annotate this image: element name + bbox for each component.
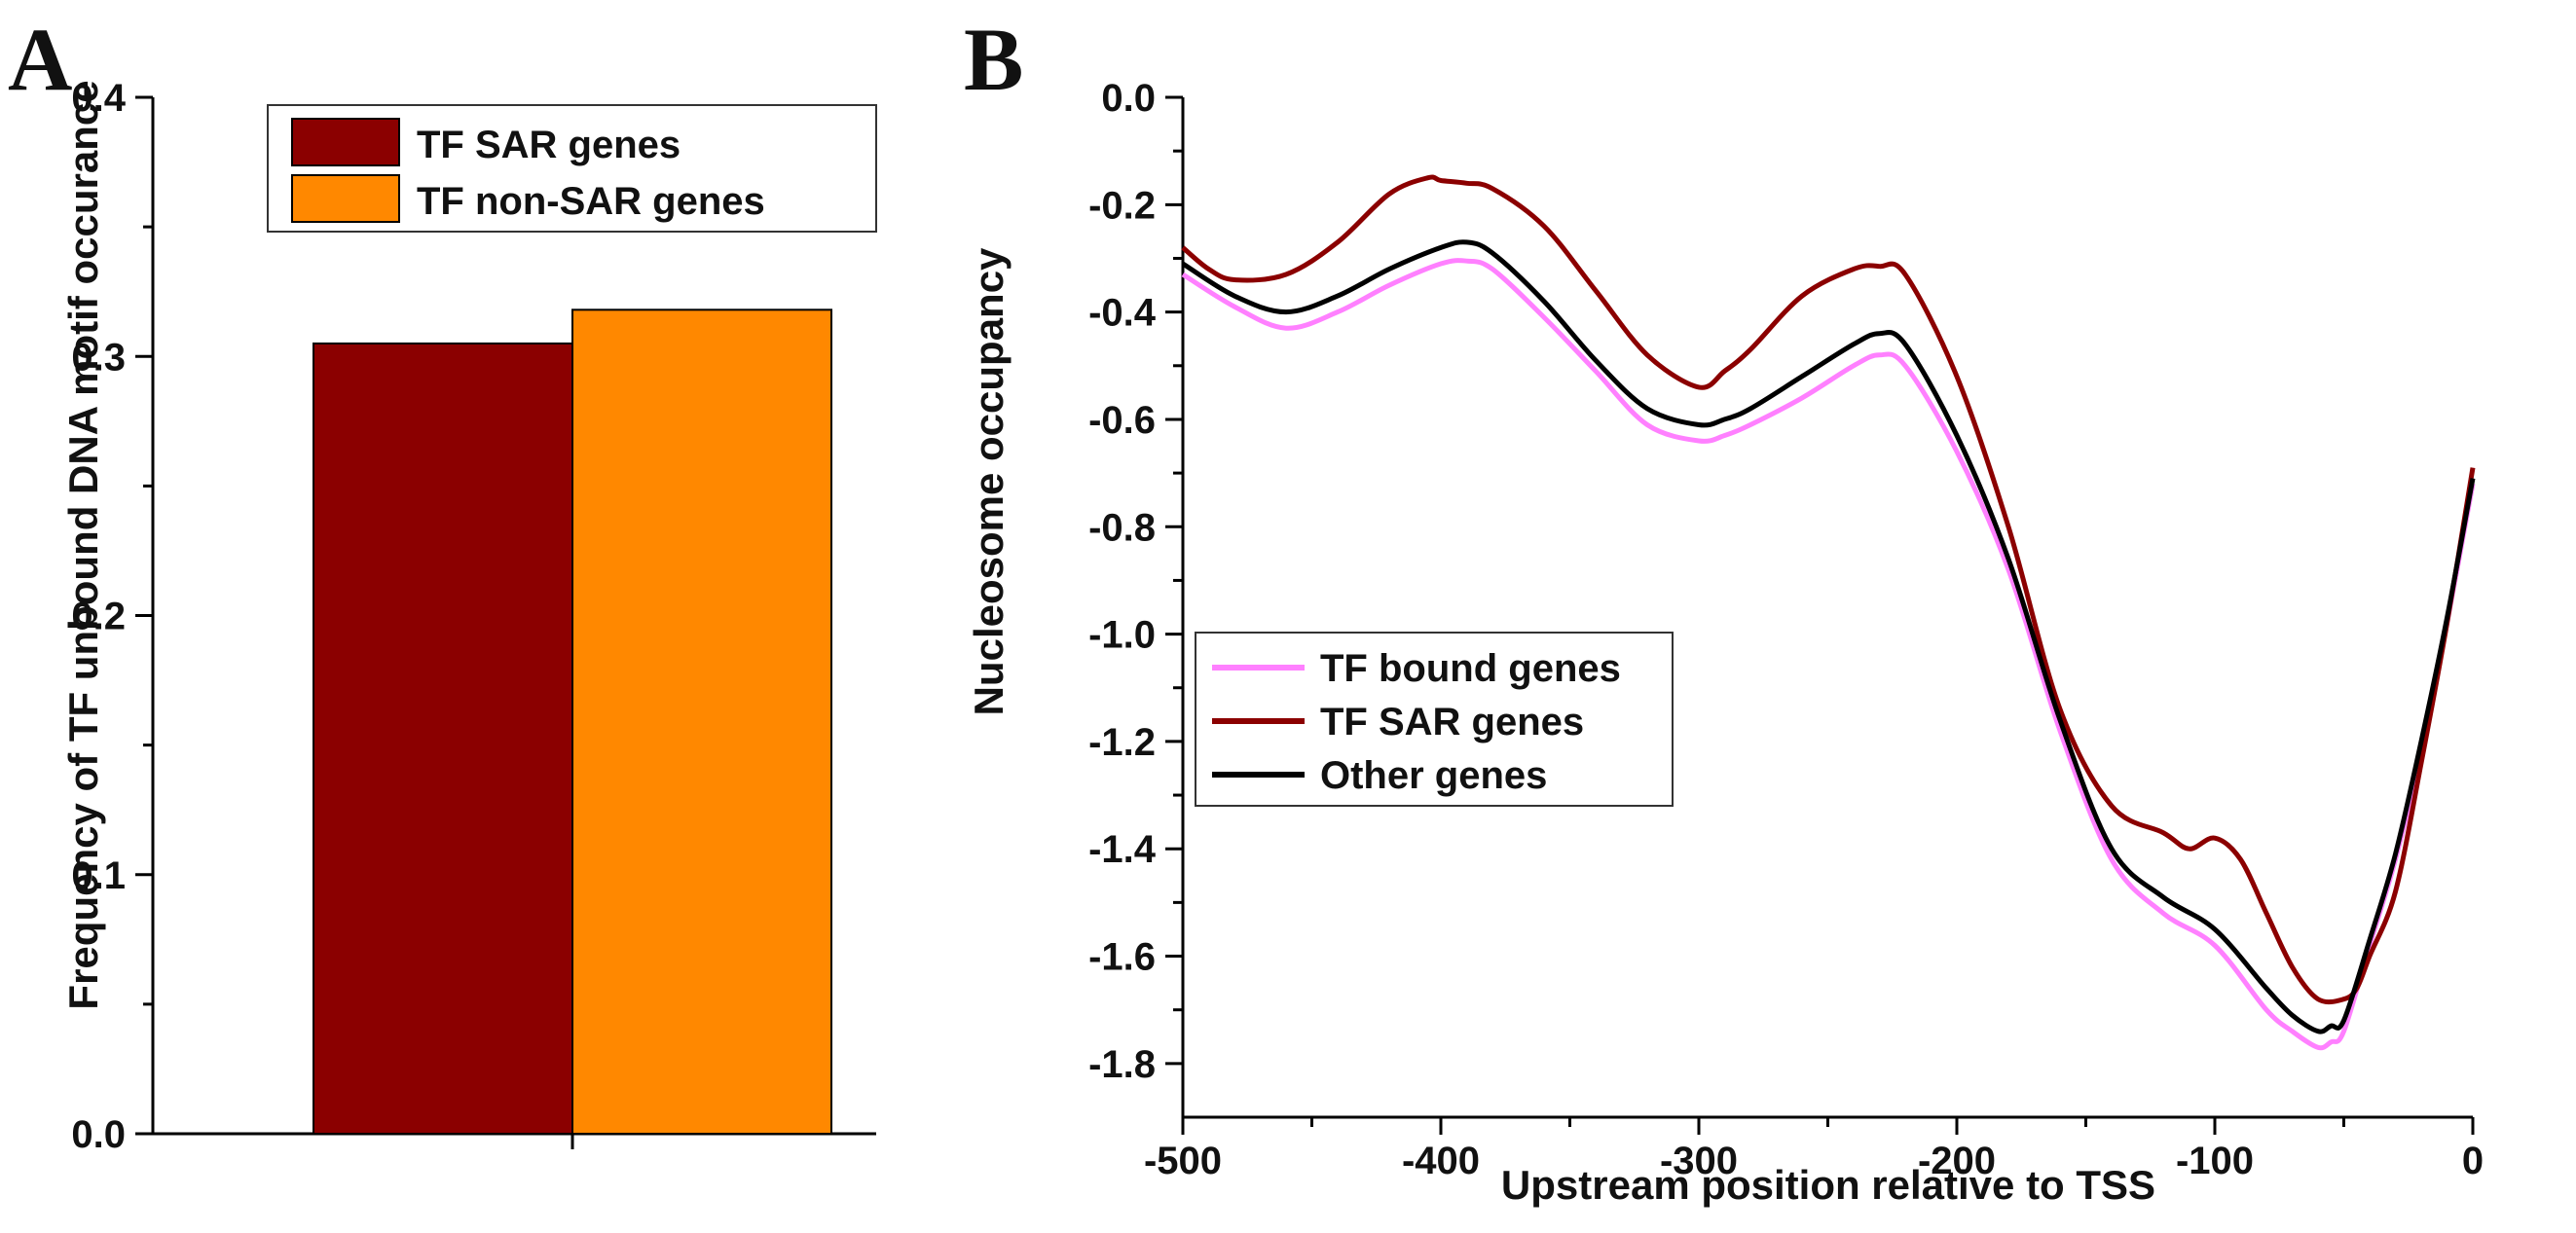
panel-b-x-tick-label: -400 bbox=[1402, 1140, 1480, 1182]
legend-label-tf-sar: TF SAR genes bbox=[417, 124, 681, 166]
panel-b-lines bbox=[1181, 174, 2476, 1051]
legend-label-tf-sar-b: TF SAR genes bbox=[1320, 701, 1584, 743]
panel-b-y-tick-label: -0.8 bbox=[1088, 506, 1156, 549]
panel-a: A Frequency of TF unbound DNA motif occu… bbox=[8, 10, 877, 1156]
panel-b-x-axis-title: Upstream position relative to TSS bbox=[1501, 1162, 2155, 1208]
panel-a-y-tick-label: 0.2 bbox=[71, 596, 126, 638]
legend-label-other: Other genes bbox=[1320, 754, 1547, 797]
legend-swatch-tf-sar bbox=[291, 118, 400, 166]
panel-a-legend: TF SAR genes TF non-SAR genes bbox=[267, 104, 877, 233]
panel-a-y-tick-label: 0.0 bbox=[71, 1113, 126, 1156]
panel-b-y-tick-label: -1.6 bbox=[1088, 936, 1156, 979]
bar-tf-sar-genes bbox=[313, 342, 573, 1135]
panel-b-x-tick-label: -200 bbox=[1918, 1140, 1996, 1182]
panel-b-y-tick-label: -1.8 bbox=[1088, 1043, 1156, 1086]
panel-b-y-tick-label: -0.2 bbox=[1088, 184, 1156, 227]
panel-a-bars bbox=[313, 308, 832, 1135]
panel-b-y-tick-label: 0.0 bbox=[1101, 77, 1156, 120]
panel-b-y-tick-label: -1.2 bbox=[1088, 721, 1156, 764]
line-tf-bound-genes bbox=[1181, 258, 2476, 1051]
legend-swatch-tf-non-sar bbox=[291, 174, 400, 223]
panel-b-legend: TF bound genes TF SAR genes Other genes bbox=[1195, 632, 1674, 807]
line-other-genes bbox=[1181, 239, 2476, 1034]
panel-b-y-tick-label: -0.6 bbox=[1088, 399, 1156, 442]
legend-label-tf-bound: TF bound genes bbox=[1320, 647, 1621, 690]
panel-b-x-tick-label: -300 bbox=[1660, 1140, 1738, 1182]
panel-a-axes: 0.0 0.1 0.2 0.3 0.4 bbox=[71, 77, 876, 1156]
panel-b-y-tick-label: -1.4 bbox=[1088, 828, 1157, 871]
panel-a-letter: A bbox=[8, 10, 72, 109]
panel-b-x-tick-label: -500 bbox=[1144, 1140, 1222, 1182]
panel-a-y-axis-title: Frequency of TF unbound DNA motif occura… bbox=[60, 80, 106, 1009]
panel-a-y-tick-label: 0.1 bbox=[71, 854, 126, 897]
legend-label-tf-non-sar: TF non-SAR genes bbox=[417, 180, 765, 223]
panel-b-y-tick-label: -0.4 bbox=[1088, 292, 1157, 335]
panel-b: B Nucleosome occupancy Upstream position… bbox=[964, 10, 2484, 1208]
line-tf-sar-genes bbox=[1181, 174, 2476, 1005]
panel-b-axes: 0.0 -0.2 -0.4 -0.6 -0.8 -1.0 -1.2 -1.4 -1.6 -1.8 -… bbox=[1088, 77, 2484, 1182]
panel-a-y-tick-label: 0.3 bbox=[71, 336, 126, 379]
bar-tf-non-sar-genes bbox=[571, 308, 832, 1135]
panel-a-y-tick-label: 0.4 bbox=[71, 77, 126, 120]
panel-b-letter: B bbox=[964, 10, 1023, 109]
panel-b-x-tick-label: 0 bbox=[2462, 1140, 2484, 1182]
panel-b-y-axis-title: Nucleosome occupancy bbox=[966, 247, 1012, 715]
panel-b-y-tick-label: -1.0 bbox=[1088, 614, 1156, 657]
panel-b-x-tick-label: -100 bbox=[2176, 1140, 2254, 1182]
